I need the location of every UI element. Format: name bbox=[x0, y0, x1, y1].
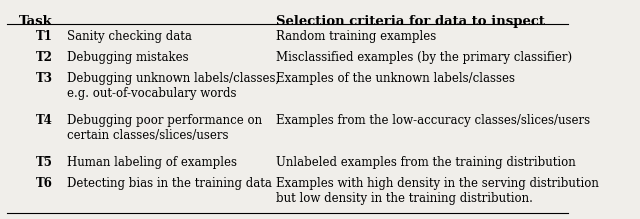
Text: Human labeling of examples: Human labeling of examples bbox=[67, 156, 237, 169]
Text: Examples of the unknown labels/classes: Examples of the unknown labels/classes bbox=[276, 72, 515, 85]
Text: Sanity checking data: Sanity checking data bbox=[67, 30, 192, 43]
Text: T1: T1 bbox=[36, 30, 52, 43]
Text: Debugging mistakes: Debugging mistakes bbox=[67, 51, 189, 64]
Text: Random training examples: Random training examples bbox=[276, 30, 436, 43]
Text: Selection criteria for data to inspect: Selection criteria for data to inspect bbox=[276, 16, 545, 28]
Text: T4: T4 bbox=[36, 114, 52, 127]
Text: Debugging poor performance on
certain classes/slices/users: Debugging poor performance on certain cl… bbox=[67, 114, 262, 142]
Text: Misclassified examples (by the primary classifier): Misclassified examples (by the primary c… bbox=[276, 51, 572, 64]
Text: T2: T2 bbox=[36, 51, 52, 64]
Text: Task: Task bbox=[19, 16, 52, 28]
Text: Examples from the low-accuracy classes/slices/users: Examples from the low-accuracy classes/s… bbox=[276, 114, 590, 127]
Text: Examples with high density in the serving distribution
but low density in the tr: Examples with high density in the servin… bbox=[276, 177, 599, 205]
Text: T5: T5 bbox=[36, 156, 52, 169]
Text: T6: T6 bbox=[36, 177, 52, 190]
Text: Detecting bias in the training data: Detecting bias in the training data bbox=[67, 177, 272, 190]
Text: Unlabeled examples from the training distribution: Unlabeled examples from the training dis… bbox=[276, 156, 576, 169]
Text: T3: T3 bbox=[36, 72, 52, 85]
Text: Debugging unknown labels/classes,
e.g. out-of-vocabulary words: Debugging unknown labels/classes, e.g. o… bbox=[67, 72, 280, 100]
